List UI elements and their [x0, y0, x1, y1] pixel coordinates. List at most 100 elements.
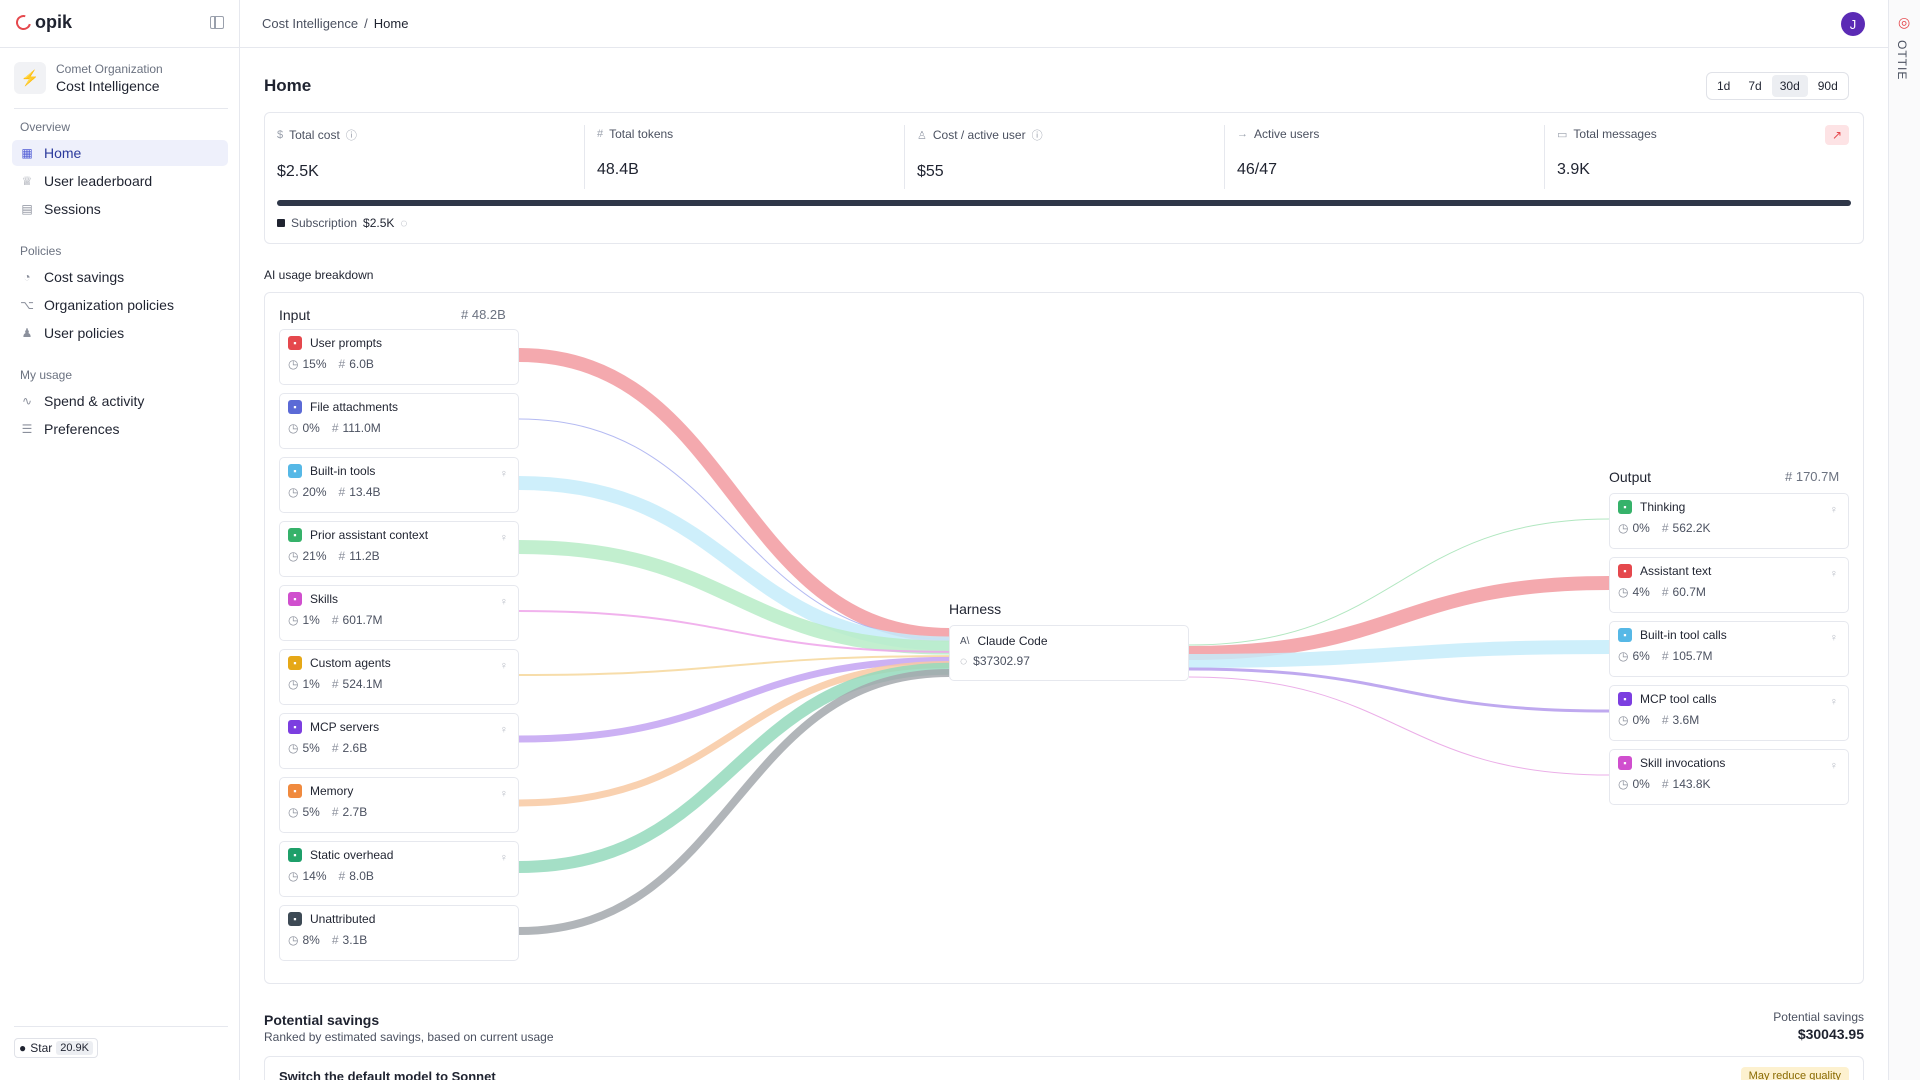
- github-star-button[interactable]: ● Star 20.9K: [14, 1038, 99, 1058]
- lightbulb-icon[interactable]: ♀: [1829, 568, 1838, 580]
- range-1d-button[interactable]: 1d: [1717, 79, 1731, 93]
- user-avatar[interactable]: J: [1841, 12, 1865, 36]
- output-node-assistant-text[interactable]: ▪ Assistant text ◷ 4% #60.7M ♀: [1609, 557, 1849, 613]
- app-name: opik: [35, 12, 73, 32]
- lightbulb-icon[interactable]: ♀: [499, 852, 508, 864]
- pie-icon: ◷: [288, 933, 299, 947]
- input-node-built-in-tools[interactable]: ▪ Built-in tools ◷ 20% #13.4B ♀: [279, 457, 519, 513]
- node-tokens: #6.0B: [338, 357, 374, 371]
- node-tokens: #3.1B: [331, 933, 368, 947]
- sidebar-item-user-policies[interactable]: ♟ User policies: [12, 320, 228, 346]
- node-tokens: #111.0M: [331, 421, 381, 435]
- output-node-mcp-tool-calls[interactable]: ▪ MCP tool calls ◷ 0% #3.6M ♀: [1609, 685, 1849, 741]
- sidebar-item-cost-savings[interactable]: ◔ Cost savings: [12, 264, 228, 290]
- flow-custom-agents: [518, 655, 950, 676]
- node-percent: ◷ 15%: [288, 357, 327, 371]
- node-label: File attachments: [310, 400, 399, 414]
- collapse-sidebar-icon[interactable]: [210, 16, 224, 29]
- lightbulb-icon[interactable]: ♀: [1829, 504, 1838, 516]
- metric-cost-per-user: ♙ Cost / active user ⓘ $55: [905, 125, 1225, 189]
- opik-assistant-icon[interactable]: ◎: [1898, 14, 1911, 30]
- input-node-unattributed[interactable]: ▪ Unattributed ◷ 8% #3.1B: [279, 905, 519, 961]
- node-label: Assistant text: [1640, 564, 1712, 578]
- metric-label: Active users: [1254, 127, 1320, 141]
- output-node-thinking[interactable]: ▪ Thinking ◷ 0% #562.2K ♀: [1609, 493, 1849, 549]
- input-node-custom-agents[interactable]: ▪ Custom agents ◷ 1% #524.1M ♀: [279, 649, 519, 705]
- hash-icon: #: [597, 128, 604, 140]
- breadcrumb-item[interactable]: Cost Intelligence: [262, 16, 359, 31]
- node-label: Built-in tools: [310, 464, 376, 478]
- node-percent: ◷ 5%: [288, 805, 320, 819]
- opik-logo-icon: [13, 12, 34, 33]
- sidebar-item-preferences[interactable]: ☰ Preferences: [12, 416, 228, 442]
- cost-breakdown-fill: [277, 200, 1851, 206]
- pie-icon: ◷: [288, 677, 299, 691]
- sidebar-item-label: Cost savings: [44, 269, 125, 285]
- users-icon: ♟: [21, 326, 33, 340]
- harness-node-claude-code[interactable]: A\ Claude Code ◌ $37302.97: [949, 625, 1189, 681]
- info-icon[interactable]: ⓘ: [345, 130, 357, 142]
- divider: [0, 47, 240, 48]
- lightbulb-icon[interactable]: ♀: [499, 660, 508, 672]
- input-node-mcp-servers[interactable]: ▪ MCP servers ◷ 5% #2.6B ♀: [279, 713, 519, 769]
- savings-total-label: Potential savings: [1773, 1010, 1864, 1024]
- sidebar-item-spend-activity[interactable]: ∿ Spend & activity: [12, 388, 228, 414]
- flow-skills: [518, 610, 950, 653]
- user-icon: ♙: [917, 129, 927, 142]
- sidebar-item-home[interactable]: ▦ Home: [12, 140, 228, 166]
- output-node-skill-invocations[interactable]: ▪ Skill invocations ◷ 0% #143.8K ♀: [1609, 749, 1849, 805]
- flow-assistant-text: [1188, 576, 1610, 660]
- lightbulb-icon[interactable]: ♀: [499, 468, 508, 480]
- node-label: Thinking: [1640, 500, 1686, 514]
- hash-icon: #: [331, 805, 339, 819]
- input-total: # 48.2B: [461, 307, 506, 322]
- input-node-user-prompts[interactable]: ▪ User prompts ◷ 15% #6.0B: [279, 329, 519, 385]
- lightbulb-icon[interactable]: ♀: [499, 596, 508, 608]
- metric-value: $2.5K: [277, 163, 319, 180]
- sidebar-item-sessions[interactable]: ▤ Sessions: [12, 196, 228, 222]
- input-node-static-overhead[interactable]: ▪ Static overhead ◷ 14% #8.0B ♀: [279, 841, 519, 897]
- node-label: MCP tool calls: [1640, 692, 1717, 706]
- node-label: Built-in tool calls: [1640, 628, 1727, 642]
- sidebar-item-user-leaderboard[interactable]: ♕ User leaderboard: [12, 168, 228, 194]
- lightbulb-icon[interactable]: ♀: [499, 788, 508, 800]
- savings-recommendation-card[interactable]: Switch the default model to Sonnet May r…: [264, 1056, 1864, 1080]
- hash-icon: #: [1661, 713, 1669, 727]
- node-tokens: #601.7M: [331, 613, 383, 627]
- output-total: # 170.7M: [1785, 469, 1840, 484]
- trend-chart-icon[interactable]: ↗: [1825, 125, 1849, 145]
- node-label: Skill invocations: [1640, 756, 1726, 770]
- flow-file-attachments: [518, 418, 950, 640]
- app-logo[interactable]: opik: [13, 12, 73, 33]
- range-30d-button[interactable]: 30d: [1771, 75, 1808, 97]
- hash-icon: #: [331, 933, 339, 947]
- main-content: Home 1d 7d 30d 90d $ Total cost ⓘ $2.5K …: [240, 48, 1888, 1080]
- lightbulb-icon[interactable]: ♀: [499, 532, 508, 544]
- lightbulb-icon[interactable]: ♀: [1829, 696, 1838, 708]
- input-node-prior-assistant-context[interactable]: ▪ Prior assistant context ◷ 21% #11.2B ♀: [279, 521, 519, 577]
- rail-label[interactable]: OTTIE: [1895, 40, 1909, 81]
- range-90d-button[interactable]: 90d: [1817, 79, 1838, 93]
- input-node-memory[interactable]: ▪ Memory ◷ 5% #2.7B ♀: [279, 777, 519, 833]
- node-percent: ◷ 5%: [288, 741, 320, 755]
- node-percent: ◷ 14%: [288, 869, 327, 883]
- breadcrumb: Cost Intelligence / Home: [262, 16, 408, 31]
- node-percent: ◷ 8%: [288, 933, 320, 947]
- sidebar-item-organization-policies[interactable]: ⌥ Organization policies: [12, 292, 228, 318]
- node-percent: ◷ 0%: [1618, 521, 1650, 535]
- category-icon: ▪: [1618, 564, 1632, 578]
- metric-active-users: → Active users 46/47: [1225, 125, 1545, 189]
- info-icon[interactable]: ⓘ: [1031, 130, 1043, 142]
- input-node-file-attachments[interactable]: ▪ File attachments ◷ 0% #111.0M: [279, 393, 519, 449]
- lightbulb-icon[interactable]: ♀: [499, 724, 508, 736]
- pie-icon: ◷: [1618, 649, 1629, 663]
- input-node-skills[interactable]: ▪ Skills ◷ 1% #601.7M ♀: [279, 585, 519, 641]
- lightbulb-icon[interactable]: ♀: [1829, 760, 1838, 772]
- output-node-built-in-tool-calls[interactable]: ▪ Built-in tool calls ◷ 6% #105.7M ♀: [1609, 621, 1849, 677]
- workspace-switcher[interactable]: ⚡ Comet Organization Cost Intelligence: [14, 62, 228, 94]
- lightbulb-icon[interactable]: ♀: [1829, 632, 1838, 644]
- range-7d-button[interactable]: 7d: [1748, 79, 1762, 93]
- cost-legend: Subscription $2.5K ◌: [277, 216, 408, 230]
- right-rail: ◎ OTTIE: [1888, 0, 1920, 1080]
- flow-prior-assistant-context: [518, 540, 950, 655]
